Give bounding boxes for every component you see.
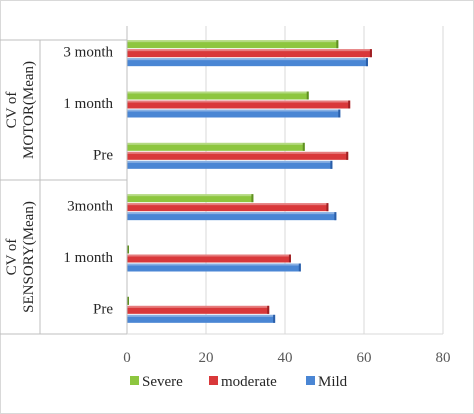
bar-moderate <box>127 49 372 58</box>
bar-end-cap <box>365 58 368 67</box>
bar-mild <box>127 160 333 169</box>
bar-severe <box>127 194 254 203</box>
bar-end-cap <box>338 109 341 118</box>
bar-highlight <box>127 40 339 43</box>
legend-label: Severe <box>142 374 183 390</box>
legend-swatch-moderate <box>209 376 218 385</box>
category-label: Pre <box>93 301 113 317</box>
bar-highlight <box>127 212 337 215</box>
bar-severe <box>127 91 309 100</box>
bar-highlight <box>127 203 329 206</box>
bar-severe <box>127 142 305 151</box>
group-label: SENSORY(Mean) <box>21 201 37 313</box>
bar-end-cap <box>336 40 339 49</box>
bar-end-cap <box>298 263 301 272</box>
bar-end-cap <box>346 151 349 160</box>
bar-moderate <box>127 254 291 263</box>
category-label: 1 month <box>63 96 113 112</box>
bar-mild <box>127 314 276 323</box>
x-tick-label: 40 <box>278 350 293 366</box>
bar-moderate <box>127 151 349 160</box>
bar-highlight <box>127 58 368 61</box>
bar-end-cap <box>288 254 291 263</box>
bar-highlight <box>127 194 254 197</box>
bar-end-cap <box>330 160 333 169</box>
bar-end-cap <box>334 212 337 221</box>
bar-end-cap <box>126 296 129 305</box>
group-label: CV of <box>4 92 20 129</box>
bar-highlight <box>127 160 333 163</box>
bar-highlight <box>127 263 301 266</box>
x-tick-label: 0 <box>123 350 131 366</box>
bar-highlight <box>127 142 305 145</box>
bar-severe <box>127 40 339 49</box>
bar-mild <box>127 58 368 67</box>
bar-highlight <box>127 314 276 317</box>
bar-highlight <box>127 151 349 154</box>
category-label: 3month <box>67 199 113 215</box>
group-label: CV of <box>4 239 20 276</box>
legend-swatch-mild <box>306 376 315 385</box>
x-tick-label: 60 <box>357 350 372 366</box>
bar-end-cap <box>267 305 270 314</box>
bar-moderate <box>127 100 351 109</box>
x-tick-label: 80 <box>436 350 451 366</box>
bar-mild <box>127 212 337 221</box>
category-label: 3 month <box>63 45 113 61</box>
legend-label: moderate <box>221 374 277 390</box>
bar-moderate <box>127 203 329 212</box>
bar-highlight <box>127 100 351 103</box>
bar-moderate <box>127 305 270 314</box>
legend-swatch-severe <box>130 376 139 385</box>
category-label: Pre <box>93 147 113 163</box>
bar-highlight <box>127 91 309 94</box>
bar-highlight <box>127 49 372 52</box>
bar-end-cap <box>348 100 351 109</box>
category-label: 1 month <box>63 250 113 266</box>
bar-mild <box>127 109 341 118</box>
bar-highlight <box>127 305 270 308</box>
bar-end-cap <box>306 91 309 100</box>
x-tick-label: 20 <box>199 350 214 366</box>
bar-highlight <box>127 254 291 257</box>
group-label: MOTOR(Mean) <box>21 61 37 159</box>
bar-highlight <box>127 109 341 112</box>
bar-end-cap <box>273 314 276 323</box>
bar-end-cap <box>126 245 129 254</box>
bar-end-cap <box>302 142 305 151</box>
bar-end-cap <box>251 194 254 203</box>
bar-mild <box>127 263 301 272</box>
legend-label: Mild <box>318 374 348 390</box>
bar-end-cap <box>369 49 372 58</box>
bar-end-cap <box>326 203 329 212</box>
